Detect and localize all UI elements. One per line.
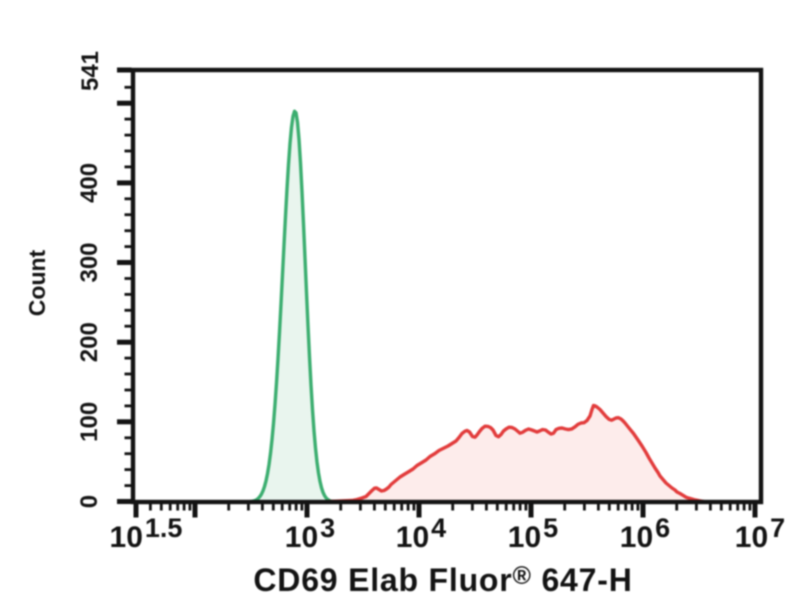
svg-text:200: 200 bbox=[76, 322, 103, 362]
svg-text:541: 541 bbox=[77, 51, 104, 91]
svg-text:300: 300 bbox=[76, 242, 103, 282]
svg-text:0: 0 bbox=[76, 495, 103, 508]
svg-text:100: 100 bbox=[76, 402, 103, 442]
svg-text:400: 400 bbox=[76, 163, 103, 203]
svg-text:Count: Count bbox=[24, 249, 50, 316]
svg-text:CD69 Elab Fluor® 647-H: CD69 Elab Fluor® 647-H bbox=[253, 562, 632, 598]
